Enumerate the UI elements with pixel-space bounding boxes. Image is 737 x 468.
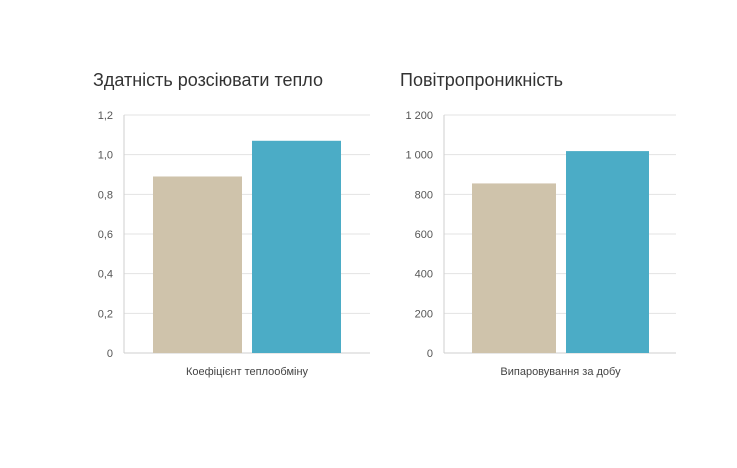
y-tick-label: 1 200: [405, 110, 433, 122]
y-tick-label: 0,8: [98, 189, 113, 201]
x-category-label: Коефіцієнт теплообміну: [186, 366, 309, 378]
bar: [252, 140, 341, 353]
y-tick-label: 600: [415, 229, 433, 241]
y-tick-label: 0: [107, 348, 113, 360]
y-tick-label: 1,0: [98, 150, 113, 162]
chart-title: Повітропроникність: [400, 70, 563, 90]
y-tick-label: 0,6: [98, 229, 113, 241]
y-tick-label: 0: [427, 348, 433, 360]
y-tick-label: 400: [415, 269, 433, 281]
y-tick-label: 200: [415, 308, 433, 320]
y-tick-label: 0,2: [98, 308, 113, 320]
bar: [153, 176, 242, 353]
y-tick-label: 800: [415, 189, 433, 201]
y-tick-label: 1 000: [405, 150, 433, 162]
chart-plot: 0 200 400 600 800 1 000 1 200 Випаровування за …: [405, 110, 676, 378]
chart-plot: 0 0,2 0,4 0,6 0,8 1,0 1,2 Коефіцієнт теплообмін…: [98, 110, 370, 378]
chart-title: Здатність розсіювати тепло: [93, 70, 323, 90]
x-category-label: Випаровування за добу: [500, 366, 621, 378]
y-tick-label: 0,4: [98, 269, 113, 281]
y-tick-label: 1,2: [98, 110, 113, 122]
bar: [472, 183, 556, 353]
bar: [566, 151, 649, 353]
